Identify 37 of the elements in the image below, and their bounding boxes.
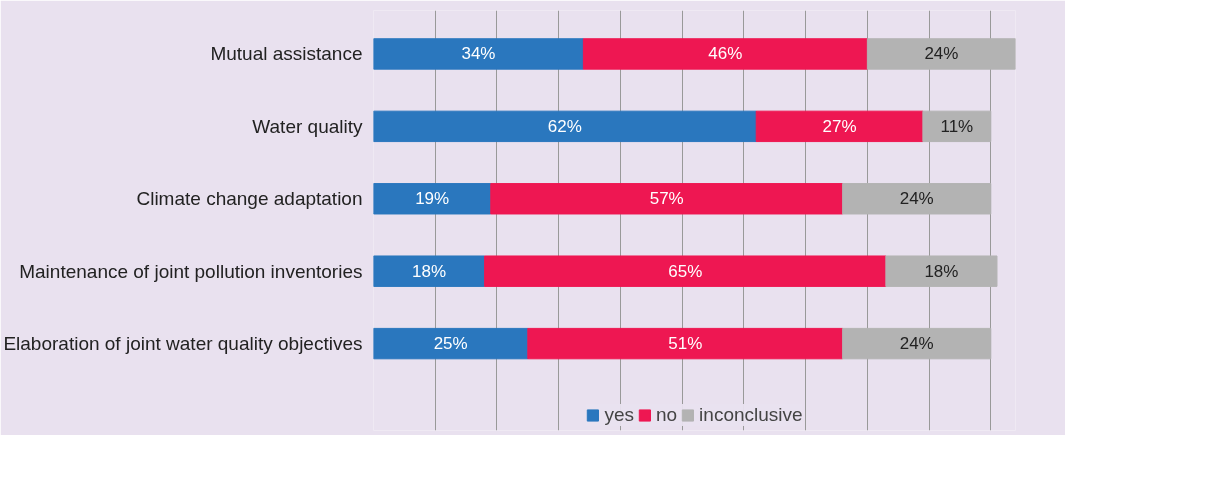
data-label: 51% [668,334,703,354]
data-label: 18% [412,261,447,281]
y-tick-label: Maintenance of joint pollution inventories [19,260,363,282]
legend-label: no [655,404,678,426]
data-label: 34% [461,44,496,64]
data-label: 46% [708,44,743,64]
data-label: 18% [924,261,959,281]
data-label: 62% [547,116,582,136]
bar [755,110,924,143]
data-label: 24% [899,334,934,354]
data-label: 24% [899,189,934,209]
bar [527,327,844,360]
data-label: 57% [649,189,684,209]
data-label: 11% [940,116,974,136]
bar [582,38,868,70]
bar [490,183,844,215]
bar [373,327,529,360]
y-tick-label: Water quality [252,115,363,137]
data-label: 27% [822,116,857,136]
bar [885,255,998,287]
legend-label: yes [604,404,634,426]
bar [484,255,887,287]
bar [842,327,992,360]
y-tick-label: Climate change adaptation [136,188,363,210]
data-label: 65% [668,261,703,281]
bar [373,110,757,143]
data-label: 24% [924,44,959,64]
legend-label: inconclusive [699,404,803,426]
y-tick-label: Elaboration of joint water quality objectives [3,333,363,355]
bar [373,183,492,215]
bar [866,38,1016,70]
bar [373,255,486,287]
data-label: 19% [415,189,450,209]
bar [842,183,992,215]
y-tick-label: Mutual assistance [210,43,363,65]
bar [373,38,584,70]
data-label: 25% [433,334,468,354]
